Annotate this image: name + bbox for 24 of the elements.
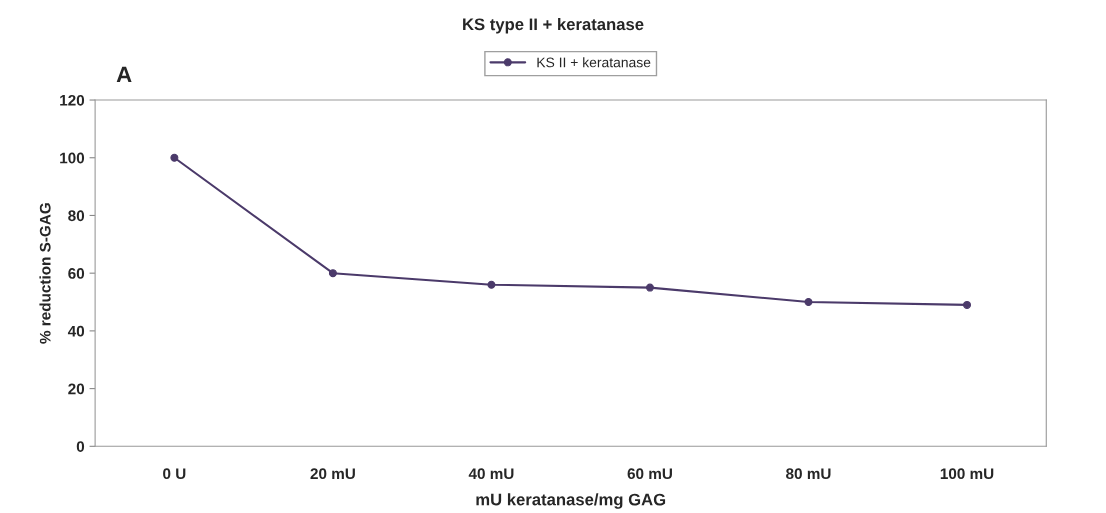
x-tick-label: 20 mU bbox=[310, 468, 355, 480]
y-tick-label: 40 bbox=[67, 325, 85, 337]
x-tick-label: 0 U bbox=[163, 468, 186, 480]
x-tick-label: 100 mU bbox=[940, 468, 994, 480]
x-tick-label: 80 mU bbox=[786, 468, 831, 480]
point bbox=[487, 280, 496, 289]
text: A bbox=[116, 66, 132, 83]
chart-title: KS type II + keratanase bbox=[463, 17, 644, 34]
y-axis-title: % reduction S-GAG bbox=[39, 203, 51, 344]
y-tick-label: 60 bbox=[68, 268, 85, 279]
legend-label: KS II + keratanase bbox=[537, 57, 651, 68]
point bbox=[804, 298, 813, 307]
y-tick-label: 80 bbox=[68, 210, 85, 222]
y-tick-label: 120 bbox=[60, 94, 85, 106]
point bbox=[170, 153, 179, 162]
point bbox=[328, 269, 337, 278]
y-tick-label: 100 bbox=[60, 152, 85, 164]
point bbox=[963, 300, 971, 309]
point bbox=[645, 283, 654, 292]
x-tick-label: 40 mU bbox=[468, 468, 514, 480]
y-tick-label: 0 bbox=[76, 441, 85, 452]
x-axis-title: mU keratanase/mg GAG bbox=[476, 493, 666, 509]
x-tick-label: 60 mU bbox=[627, 468, 672, 480]
y-tick-label: 20 bbox=[68, 383, 85, 395]
